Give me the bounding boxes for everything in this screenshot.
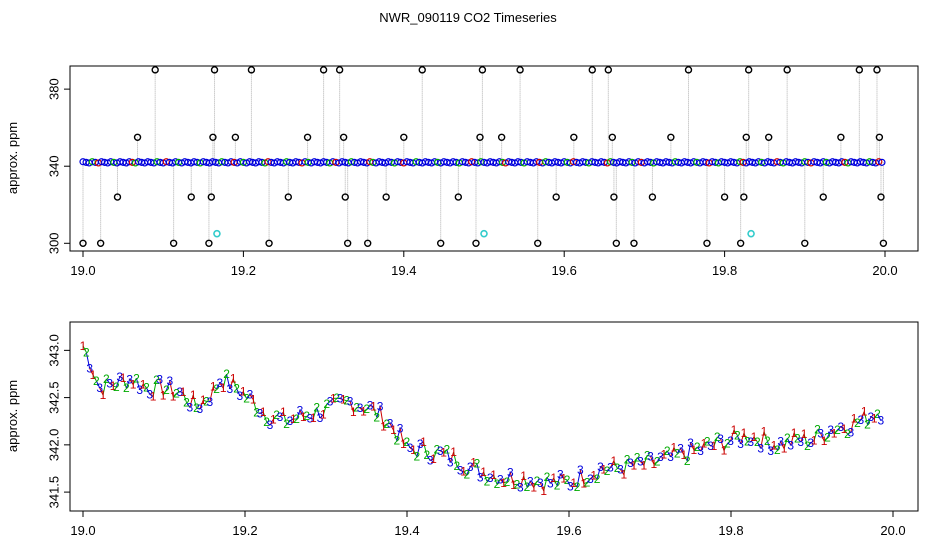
co2-outlier-panel: approx. ppm 19.0 19.2 19.4 19.6 19.8 20.0 300… <box>5 66 918 278</box>
x-axis-top: 19.0 19.2 19.4 19.6 19.8 20.0 <box>70 251 897 278</box>
x-tick-label: 19.6 <box>552 263 577 278</box>
flagged-point <box>481 231 487 237</box>
y-tick-label: 343.0 <box>46 334 61 367</box>
y-axis-label-top: approx. ppm <box>5 122 20 194</box>
series-3-point: 3 <box>207 395 214 409</box>
y-tick-label: 342.0 <box>46 429 61 462</box>
y-tick-label: 300 <box>46 232 61 254</box>
plot-area-bottom: 1231231231231231231231231231231231231231… <box>80 339 885 498</box>
x-tick-label: 19.2 <box>231 263 256 278</box>
series-2-point: 2 <box>413 450 420 464</box>
flagged-point <box>214 231 220 237</box>
y-tick-label: 380 <box>46 78 61 100</box>
y-axis-label-bottom: approx. ppm <box>5 380 20 452</box>
series-3-point: 3 <box>377 399 384 413</box>
series-1-point: 1 <box>420 435 427 449</box>
y-axis-bottom: 341.5 342.0 342.5 343.0 <box>46 334 70 508</box>
x-tick-label: 19.0 <box>70 523 95 538</box>
series-3-point: 3 <box>397 421 404 435</box>
x-tick-label: 19.2 <box>232 523 257 538</box>
x-tick-label: 20.0 <box>872 263 897 278</box>
x-tick-label: 19.4 <box>391 263 416 278</box>
x-tick-label: 19.8 <box>712 263 737 278</box>
series-1-point: 1 <box>190 388 197 402</box>
x-axis-bottom: 19.0 19.2 19.4 19.6 19.8 20.0 <box>70 511 905 538</box>
series-1-point: 1 <box>150 390 157 404</box>
x-tick-label: 20.0 <box>880 523 905 538</box>
y-tick-label: 340 <box>46 155 61 177</box>
series-3-point: 3 <box>878 414 885 428</box>
plot-area-top <box>80 67 886 246</box>
x-tick-label: 19.6 <box>556 523 581 538</box>
plot-frame-top <box>70 66 918 251</box>
series-1-point: 1 <box>450 445 457 459</box>
series-2-point: 2 <box>83 345 90 359</box>
x-tick-label: 19.4 <box>394 523 419 538</box>
x-tick-label: 19.0 <box>70 263 95 278</box>
y-tick-label: 342.5 <box>46 381 61 414</box>
chart-title: NWR_090119 CO2 Timeseries <box>379 10 557 25</box>
y-axis-top: 300 340 380 <box>46 78 70 254</box>
y-tick-label: 341.5 <box>46 476 61 509</box>
co2-trend-panel: approx. ppm 19.0 19.2 19.4 19.6 19.8 20.0 341… <box>5 322 918 538</box>
x-tick-label: 19.8 <box>718 523 743 538</box>
flagged-point <box>748 231 754 237</box>
